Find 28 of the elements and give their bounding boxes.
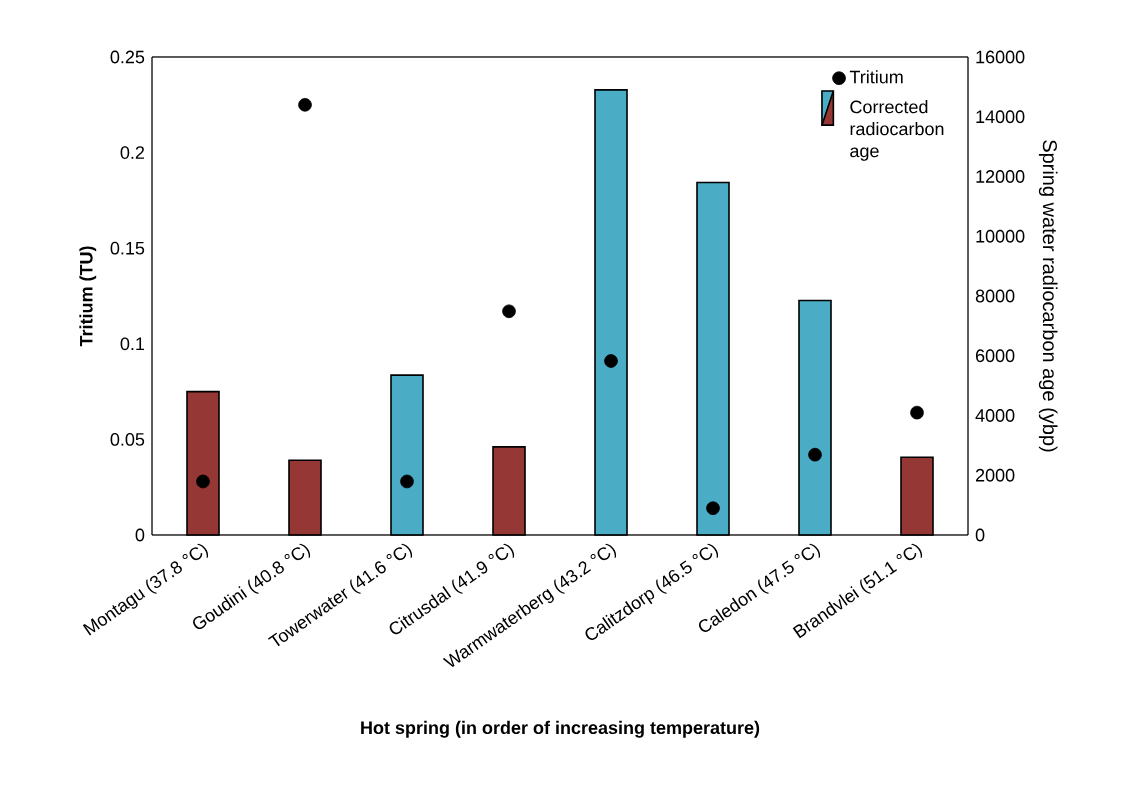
y-axis-title: Tritium (TU) bbox=[79, 246, 97, 347]
legend-label: Corrected radiocarbon age bbox=[850, 100, 944, 161]
legend-label: Tritium bbox=[849, 70, 903, 84]
y2-tick-label: 4000 bbox=[975, 409, 1015, 422]
y-tick-label: 0.2 bbox=[120, 146, 145, 159]
y2-tick-label: 12000 bbox=[976, 170, 1025, 183]
y2-tick-label: 6000 bbox=[975, 349, 1015, 363]
point bbox=[604, 354, 618, 368]
point bbox=[400, 474, 414, 489]
point bbox=[706, 501, 720, 516]
y-tick-label: 0.15 bbox=[110, 241, 145, 255]
y2-tick-label: 16000 bbox=[976, 50, 1025, 64]
y2-axis-title: Spring water radiocarbon age (ybp) bbox=[1038, 140, 1058, 452]
y2-tick-label: 2000 bbox=[975, 468, 1015, 482]
y2-tick-label: 10000 bbox=[976, 229, 1025, 243]
point bbox=[502, 304, 516, 319]
y2-tick-label: 14000 bbox=[976, 110, 1025, 124]
y-tick-label: 0.05 bbox=[110, 433, 145, 446]
y-tick-label: 0 bbox=[135, 528, 145, 542]
y2-tick-label: 0 bbox=[975, 528, 985, 542]
y-tick-label: 0.25 bbox=[110, 50, 145, 64]
x-axis-title: Hot spring (in order of increasing temperature) bbox=[361, 720, 760, 738]
y2-tick-label: 8000 bbox=[975, 289, 1015, 303]
y-tick-label: 0.1 bbox=[120, 337, 145, 351]
point bbox=[808, 447, 822, 462]
point bbox=[298, 97, 312, 112]
point bbox=[196, 474, 210, 489]
point bbox=[910, 405, 924, 420]
